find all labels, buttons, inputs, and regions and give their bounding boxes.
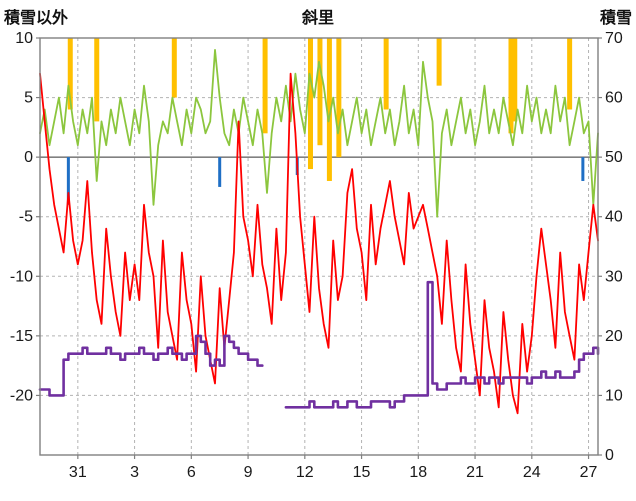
left-tick-label: -10 — [10, 268, 33, 285]
orange-bar — [307, 38, 313, 170]
left-tick-label: -15 — [10, 328, 33, 345]
x-tick-label: 6 — [187, 464, 196, 481]
x-tick-label: 21 — [466, 464, 484, 481]
plot-border — [39, 37, 599, 456]
right-tick-label: 0 — [605, 447, 614, 464]
orange-bar — [512, 38, 518, 122]
blue-bar — [66, 157, 70, 205]
blue-bar — [218, 157, 222, 187]
left-tick-label: 10 — [15, 30, 33, 47]
chart-title: 斜里 — [301, 10, 335, 27]
right-tick-label: 20 — [605, 328, 623, 345]
x-tick-label: 9 — [244, 464, 253, 481]
right-tick-label: 50 — [605, 149, 623, 166]
left-tick-label: -20 — [10, 387, 33, 404]
right-axis-label: 積雪 — [599, 10, 632, 27]
orange-bar — [326, 38, 332, 181]
blue-bar — [581, 157, 585, 181]
left-tick-label: 0 — [24, 149, 33, 166]
left-axis-label: 積雪以外 — [4, 10, 69, 27]
x-tick-label: 24 — [523, 464, 541, 481]
orange-bar — [383, 38, 389, 110]
x-tick-label: 31 — [69, 464, 87, 481]
right-tick-label: 70 — [605, 30, 623, 47]
right-tick-label: 10 — [605, 387, 623, 404]
orange-bar — [567, 38, 573, 110]
x-tick-label: 18 — [409, 464, 427, 481]
left-tick-label: -5 — [19, 209, 33, 226]
orange-bar — [508, 38, 514, 134]
green-line-series — [39, 49, 599, 218]
purple-step-series — [38, 280, 600, 409]
x-tick-label: 27 — [580, 464, 598, 481]
x-tick-label: 12 — [296, 464, 314, 481]
orange-bar — [171, 38, 177, 98]
orange-bar — [436, 38, 442, 86]
orange-bar — [94, 38, 100, 122]
orange-bar — [317, 38, 323, 146]
right-tick-label: 40 — [605, 209, 623, 226]
x-tick-label: 15 — [353, 464, 371, 481]
left-tick-label: 5 — [24, 90, 33, 107]
orange-bar — [336, 38, 342, 158]
right-tick-label: 30 — [605, 268, 623, 285]
x-tick-label: 3 — [130, 464, 139, 481]
right-tick-label: 60 — [605, 90, 623, 107]
red-line-series — [39, 72, 599, 415]
orange-bar — [67, 38, 73, 110]
orange-bar — [262, 38, 268, 134]
